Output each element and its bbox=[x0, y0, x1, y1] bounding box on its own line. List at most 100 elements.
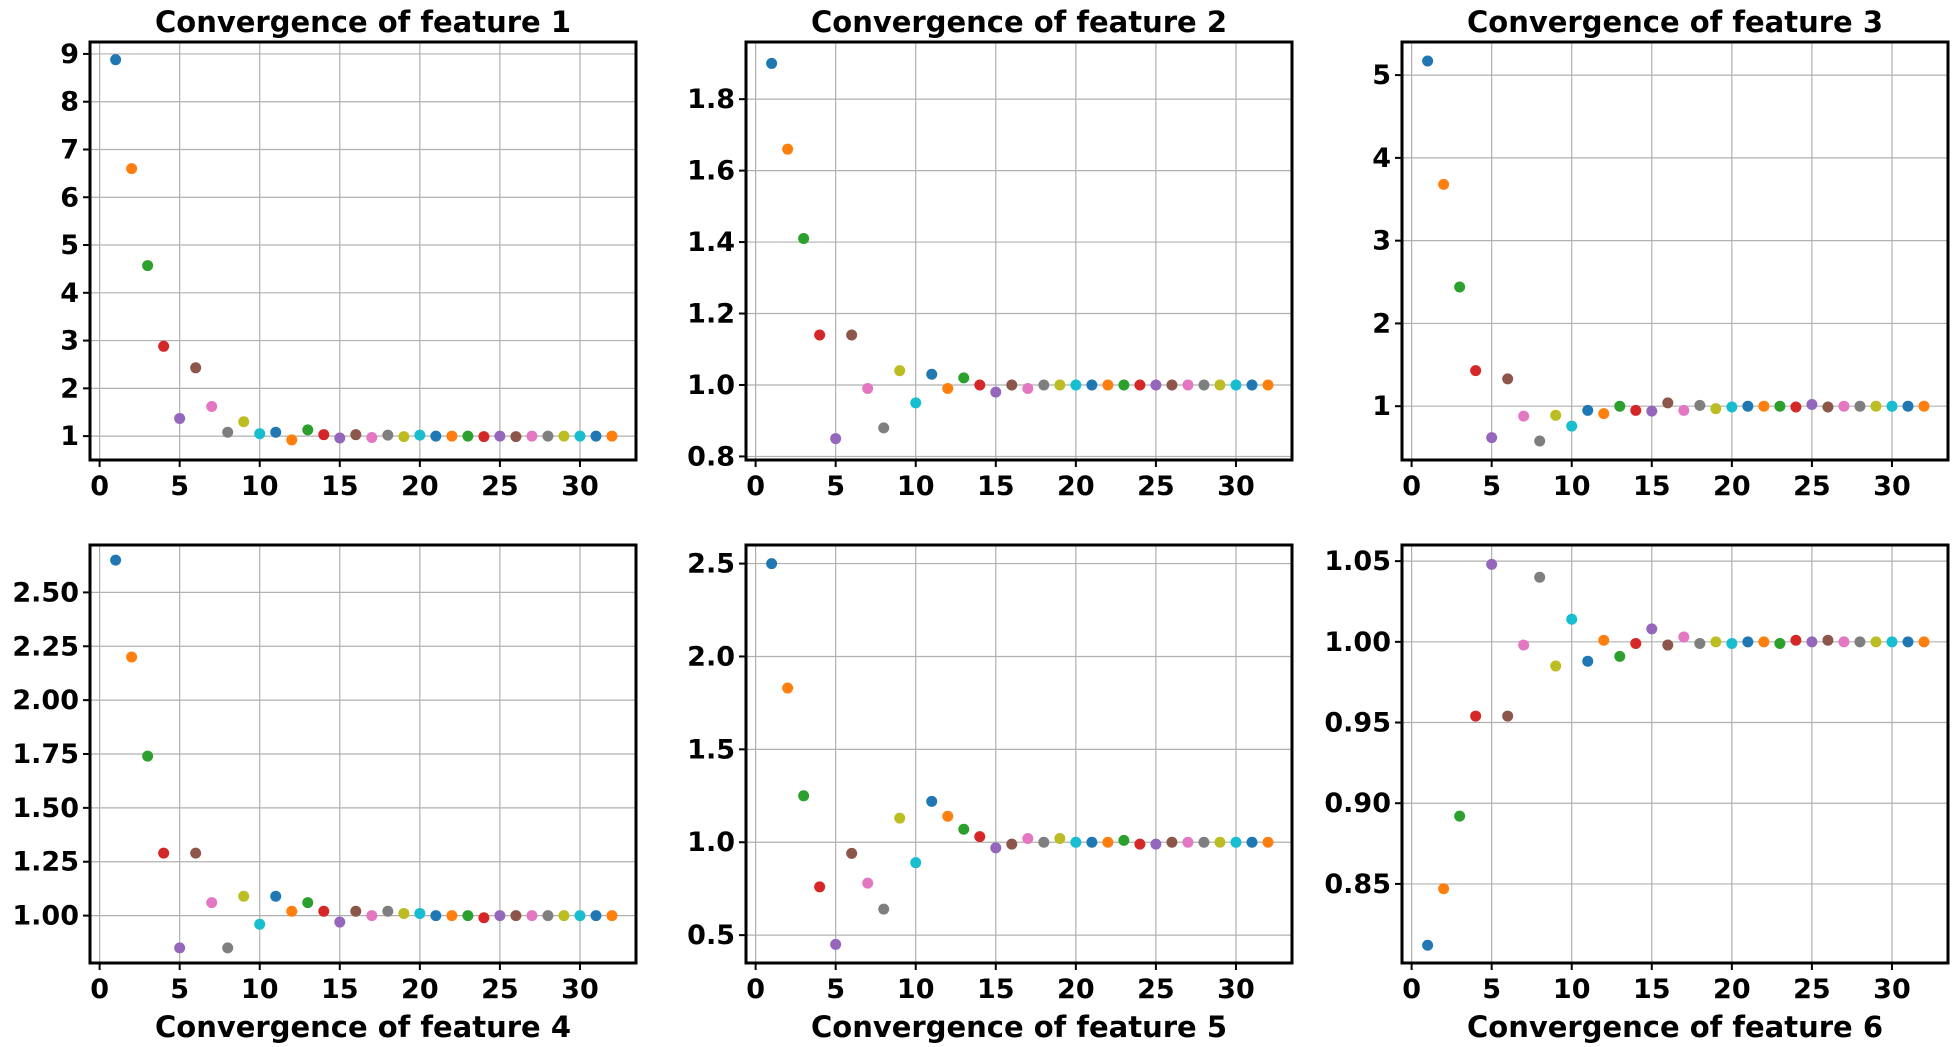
data-point-16 bbox=[1006, 838, 1018, 850]
data-point-18 bbox=[382, 905, 394, 917]
data-point-26 bbox=[510, 910, 522, 922]
data-point-15 bbox=[990, 842, 1002, 854]
chart-title: Convergence of feature 1 bbox=[155, 5, 571, 39]
data-point-10 bbox=[910, 857, 922, 869]
subplot-feature-3: 0 5 10 15 20 25 30 1 2 3 4 5 Convergence of feature … bbox=[1372, 5, 1950, 502]
data-point-19 bbox=[1054, 379, 1066, 391]
y-tick-label: 2.25 bbox=[12, 631, 79, 662]
grid bbox=[1402, 545, 1948, 963]
data-point-15 bbox=[1646, 405, 1658, 417]
data-point-3 bbox=[798, 790, 810, 802]
data-point-10 bbox=[254, 428, 266, 440]
data-point-11 bbox=[1582, 655, 1594, 667]
data-point-7 bbox=[862, 383, 874, 395]
data-point-7 bbox=[206, 400, 218, 412]
data-point-4 bbox=[158, 340, 170, 352]
y-tick-label: 1.5 bbox=[687, 734, 735, 765]
data-point-32 bbox=[1918, 400, 1930, 412]
data-point-16 bbox=[350, 905, 362, 917]
y-tick-label: 0.85 bbox=[1324, 869, 1391, 900]
y-tick-label: 3 bbox=[60, 326, 79, 357]
data-point-27 bbox=[1182, 836, 1194, 848]
data-point-24 bbox=[1134, 379, 1146, 391]
x-tick-label: 30 bbox=[1873, 974, 1911, 1005]
data-point-4 bbox=[1470, 365, 1482, 377]
data-point-14 bbox=[974, 379, 986, 391]
data-point-9 bbox=[1550, 409, 1562, 421]
x-tick-label: 20 bbox=[1057, 471, 1095, 502]
data-point-28 bbox=[542, 430, 554, 442]
y-tick-label: 1 bbox=[60, 421, 79, 452]
x-tick-label: 15 bbox=[321, 471, 359, 502]
y-tick-label: 1.4 bbox=[687, 227, 735, 258]
data-point-29 bbox=[1214, 836, 1226, 848]
data-point-32 bbox=[1262, 379, 1274, 391]
data-point-10 bbox=[254, 918, 266, 930]
data-point-1 bbox=[766, 57, 778, 69]
data-point-13 bbox=[302, 424, 314, 436]
data-point-4 bbox=[1470, 710, 1482, 722]
y-tick-label: 1.2 bbox=[687, 299, 735, 330]
data-point-3 bbox=[798, 232, 810, 244]
y-tick-label: 4 bbox=[1372, 143, 1391, 174]
data-point-19 bbox=[1054, 833, 1066, 845]
data-point-5 bbox=[174, 942, 186, 954]
y-tick-label: 0.95 bbox=[1324, 708, 1391, 739]
x-tick-label: 30 bbox=[1873, 471, 1911, 502]
data-point-32 bbox=[1918, 636, 1930, 648]
data-point-24 bbox=[1790, 634, 1802, 646]
x-tick-label: 0 bbox=[1402, 471, 1421, 502]
data-point-21 bbox=[1086, 836, 1098, 848]
data-point-26 bbox=[1822, 634, 1834, 646]
data-point-9 bbox=[894, 365, 906, 377]
data-point-30 bbox=[1886, 636, 1898, 648]
data-point-15 bbox=[334, 432, 346, 444]
data-points bbox=[1422, 55, 1930, 447]
data-point-21 bbox=[430, 430, 442, 442]
data-point-18 bbox=[1694, 399, 1706, 411]
x-tick-label: 5 bbox=[826, 974, 845, 1005]
data-point-18 bbox=[1694, 637, 1706, 649]
x-axis-label: Convergence of feature 4 bbox=[155, 1010, 571, 1044]
data-point-21 bbox=[1086, 379, 1098, 391]
data-point-9 bbox=[1550, 660, 1562, 672]
x-tick-label: 25 bbox=[1137, 974, 1175, 1005]
x-tick-label: 25 bbox=[481, 974, 519, 1005]
data-point-2 bbox=[126, 163, 138, 175]
data-point-17 bbox=[1022, 833, 1034, 845]
data-point-9 bbox=[238, 890, 250, 902]
data-point-31 bbox=[1246, 836, 1258, 848]
grid bbox=[90, 545, 636, 963]
x-tick-label: 25 bbox=[481, 471, 519, 502]
plot-frame bbox=[744, 543, 1294, 965]
y-tick-label: 1.50 bbox=[12, 793, 79, 824]
x-tick-label: 0 bbox=[746, 974, 765, 1005]
data-point-15 bbox=[334, 916, 346, 928]
data-point-6 bbox=[1502, 373, 1514, 385]
data-point-30 bbox=[1886, 400, 1898, 412]
data-point-15 bbox=[990, 386, 1002, 398]
data-point-7 bbox=[206, 897, 218, 909]
data-point-27 bbox=[526, 910, 538, 922]
x-tick-label: 5 bbox=[1482, 471, 1501, 502]
data-point-20 bbox=[1070, 836, 1082, 848]
y-tick-label: 1.05 bbox=[1324, 546, 1391, 577]
chart-title: Convergence of feature 3 bbox=[1467, 5, 1883, 39]
data-point-27 bbox=[1838, 636, 1850, 648]
data-point-17 bbox=[1022, 383, 1034, 395]
data-point-12 bbox=[1598, 408, 1610, 420]
data-point-7 bbox=[1518, 639, 1530, 651]
y-tick-label: 6 bbox=[60, 182, 79, 213]
x-tick-label: 20 bbox=[401, 974, 439, 1005]
x-tick-label: 0 bbox=[90, 471, 109, 502]
subplot-feature-4: 0 5 10 15 20 25 30 1.00 1.25 1.50 1.75 2.00 2.25 2.50… bbox=[12, 543, 638, 1044]
data-point-29 bbox=[558, 910, 570, 922]
x-tick-label: 5 bbox=[1482, 974, 1501, 1005]
data-point-5 bbox=[830, 433, 842, 445]
y-tick-label: 1.00 bbox=[12, 901, 79, 932]
data-point-23 bbox=[462, 910, 474, 922]
y-tick-label: 2.0 bbox=[687, 641, 735, 672]
data-point-29 bbox=[558, 430, 570, 442]
data-point-8 bbox=[222, 426, 234, 438]
data-point-13 bbox=[302, 897, 314, 909]
